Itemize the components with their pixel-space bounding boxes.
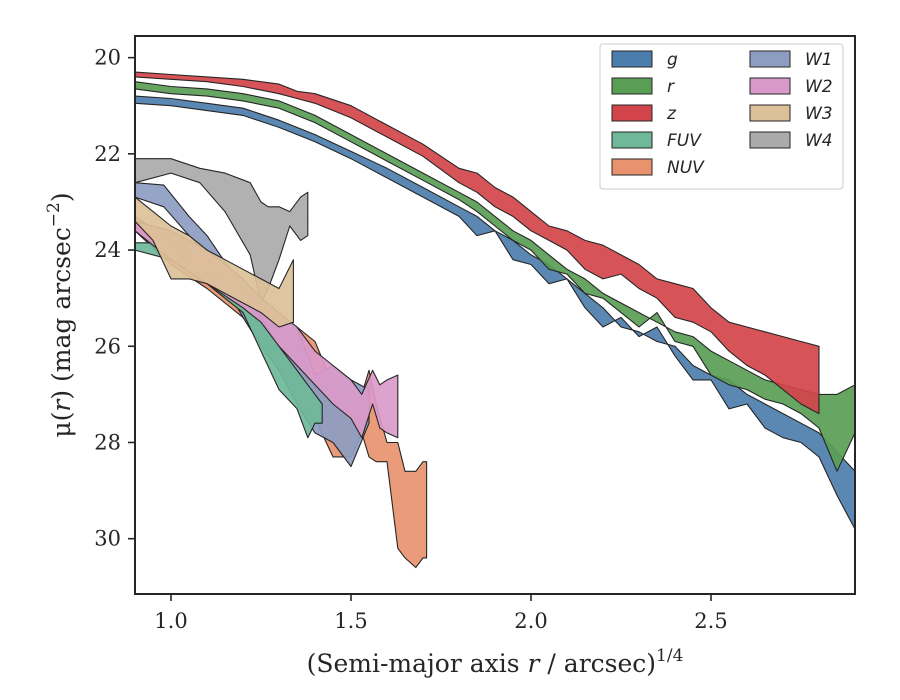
legend-swatch-w4 <box>749 131 791 149</box>
legend-swatch-w3 <box>749 104 791 122</box>
x-tick-label: 1.5 <box>334 609 367 633</box>
y-tick-label: 24 <box>94 238 121 262</box>
legend-label-w4: W4 <box>805 131 833 151</box>
y-tick-label: 22 <box>94 142 121 166</box>
legend-label-w3: W3 <box>805 104 833 124</box>
band-w4 <box>134 158 309 304</box>
legend-swatch-nuv <box>611 158 653 176</box>
legend-swatch-r <box>611 77 653 95</box>
profile-bands <box>134 71 856 569</box>
legend-label-nuv: NUV <box>667 158 705 178</box>
y-axis-ticks: 20 22 24 26 28 30 <box>94 46 135 551</box>
y-tick-label: 26 <box>94 334 121 358</box>
legend-swatch-z <box>611 104 653 122</box>
legend-label-z: z <box>666 104 677 124</box>
legend-label-w1: W1 <box>805 50 833 70</box>
y-tick-label: 30 <box>94 527 121 551</box>
legend-swatch-w1 <box>749 50 791 68</box>
y-axis-label: μ(r) (mag arcsec−2) <box>44 192 76 437</box>
legend-label-g: g <box>667 50 678 70</box>
legend: grz FUV NUV W1 W2 W3 W4 <box>599 43 844 190</box>
legend-label-w2: W2 <box>805 77 833 97</box>
x-tick-label: 1.0 <box>154 609 187 633</box>
legend-label-r: r <box>667 77 675 97</box>
legend-swatch-fuv <box>611 131 653 149</box>
y-tick-label: 20 <box>94 46 121 70</box>
x-axis-label: (Semi-major axis r / arcsec)1/4 <box>307 646 684 678</box>
legend-swatch-g <box>611 50 653 68</box>
y-tick-label: 28 <box>94 430 121 454</box>
x-tick-label: 2.0 <box>514 609 547 633</box>
x-tick-label: 2.5 <box>694 609 727 633</box>
legend-swatch-w2 <box>749 77 791 95</box>
band-z <box>134 71 820 415</box>
legend-label-fuv: FUV <box>667 131 702 151</box>
x-axis-ticks: 1.0 1.5 2.0 2.5 <box>154 594 728 633</box>
plot-frame <box>134 35 856 595</box>
band-w3 <box>134 196 294 328</box>
